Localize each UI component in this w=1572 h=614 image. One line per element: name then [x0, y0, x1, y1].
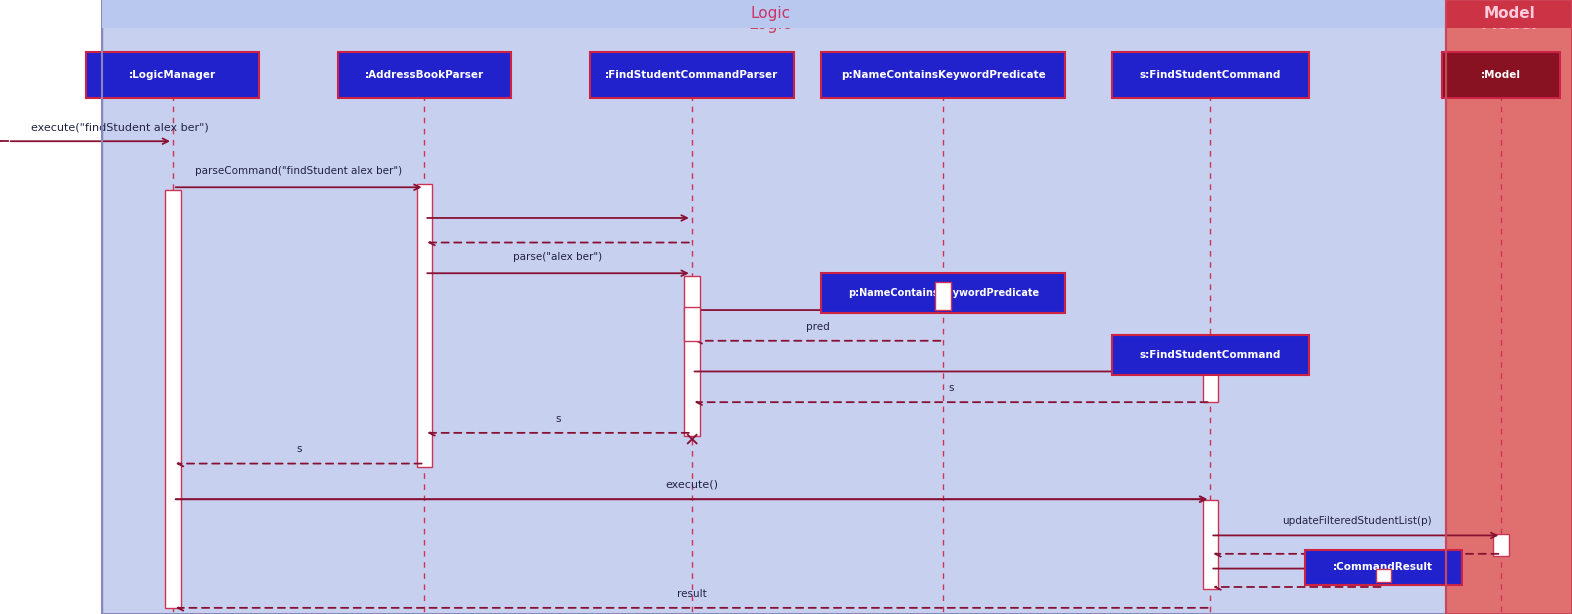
Text: p:NameContainsKeywordPredicate: p:NameContainsKeywordPredicate: [841, 70, 1045, 80]
FancyBboxPatch shape: [1443, 52, 1559, 98]
Text: :LogicManager: :LogicManager: [129, 70, 217, 80]
Text: s: s: [948, 383, 954, 393]
FancyBboxPatch shape: [1493, 534, 1509, 556]
Text: execute(): execute(): [665, 480, 718, 490]
Text: s: s: [555, 414, 561, 424]
Text: ✕: ✕: [684, 432, 700, 450]
FancyBboxPatch shape: [935, 282, 951, 310]
Text: :FindStudentCommandParser: :FindStudentCommandParser: [605, 70, 778, 80]
Text: :CommandResult: :CommandResult: [1333, 562, 1434, 572]
Text: s:FindStudentCommand: s:FindStudentCommand: [1140, 70, 1281, 80]
FancyBboxPatch shape: [417, 184, 432, 467]
Text: s: s: [296, 445, 302, 454]
Text: Logic: Logic: [748, 15, 792, 33]
FancyBboxPatch shape: [1113, 52, 1309, 98]
Text: :AddressBookParser: :AddressBookParser: [365, 70, 484, 80]
FancyBboxPatch shape: [165, 190, 181, 608]
Text: updateFilteredStudentList(p): updateFilteredStudentList(p): [1281, 516, 1432, 526]
Text: execute("findStudent alex ber"): execute("findStudent alex ber"): [31, 122, 209, 132]
FancyBboxPatch shape: [102, 0, 1446, 28]
Text: Logic: Logic: [750, 6, 791, 21]
Text: :Model: :Model: [1481, 70, 1522, 80]
Text: parse("alex ber"): parse("alex ber"): [514, 252, 602, 262]
FancyBboxPatch shape: [338, 52, 511, 98]
FancyBboxPatch shape: [1446, 0, 1572, 614]
Text: Model: Model: [1481, 15, 1537, 33]
FancyBboxPatch shape: [1376, 569, 1391, 582]
FancyBboxPatch shape: [86, 52, 259, 98]
Text: Model: Model: [1484, 6, 1534, 21]
FancyBboxPatch shape: [1203, 368, 1218, 402]
FancyBboxPatch shape: [1446, 0, 1572, 28]
Text: result: result: [678, 589, 706, 599]
FancyBboxPatch shape: [1305, 550, 1462, 585]
FancyBboxPatch shape: [684, 307, 700, 341]
Text: parseCommand("findStudent alex ber"): parseCommand("findStudent alex ber"): [195, 166, 402, 176]
Text: p:NameContainsKeywordPredicate: p:NameContainsKeywordPredicate: [847, 289, 1039, 298]
FancyBboxPatch shape: [102, 0, 1446, 614]
FancyBboxPatch shape: [590, 52, 794, 98]
FancyBboxPatch shape: [684, 276, 700, 436]
Text: s:FindStudentCommand: s:FindStudentCommand: [1140, 350, 1281, 360]
FancyBboxPatch shape: [1203, 500, 1218, 589]
FancyBboxPatch shape: [821, 52, 1066, 98]
FancyBboxPatch shape: [1113, 335, 1309, 375]
FancyBboxPatch shape: [821, 273, 1066, 313]
Text: pred: pred: [805, 322, 830, 332]
